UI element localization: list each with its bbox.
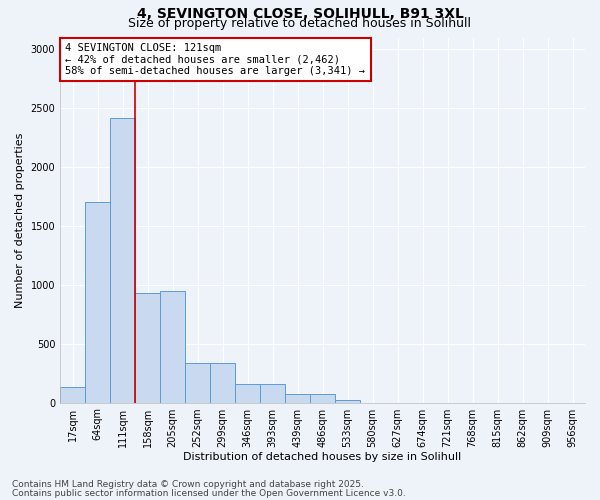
Bar <box>60 388 85 402</box>
Bar <box>285 394 310 402</box>
Bar <box>310 394 335 402</box>
Bar <box>85 202 110 402</box>
Bar <box>210 362 235 403</box>
Y-axis label: Number of detached properties: Number of detached properties <box>15 132 25 308</box>
X-axis label: Distribution of detached houses by size in Solihull: Distribution of detached houses by size … <box>184 452 462 462</box>
Bar <box>135 293 160 403</box>
Bar <box>260 384 285 402</box>
Bar <box>185 362 210 403</box>
Text: Size of property relative to detached houses in Solihull: Size of property relative to detached ho… <box>128 18 472 30</box>
Bar <box>235 384 260 402</box>
Text: 4, SEVINGTON CLOSE, SOLIHULL, B91 3XL: 4, SEVINGTON CLOSE, SOLIHULL, B91 3XL <box>137 8 463 22</box>
Bar <box>335 400 360 402</box>
Bar <box>160 290 185 403</box>
Text: Contains HM Land Registry data © Crown copyright and database right 2025.: Contains HM Land Registry data © Crown c… <box>12 480 364 489</box>
Text: 4 SEVINGTON CLOSE: 121sqm
← 42% of detached houses are smaller (2,462)
58% of se: 4 SEVINGTON CLOSE: 121sqm ← 42% of detac… <box>65 43 365 76</box>
Text: Contains public sector information licensed under the Open Government Licence v3: Contains public sector information licen… <box>12 488 406 498</box>
Bar <box>110 118 135 403</box>
